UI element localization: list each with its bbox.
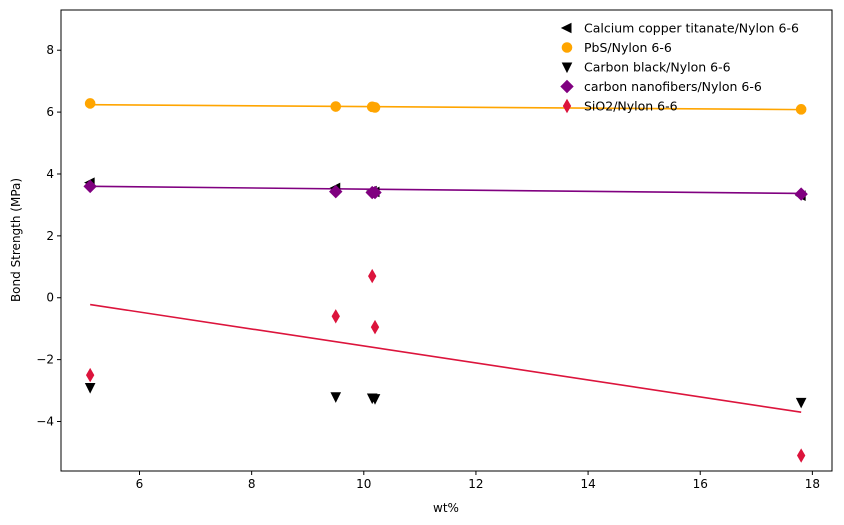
x-tick-label: 10 xyxy=(356,477,371,491)
data-point xyxy=(368,185,382,200)
data-markers xyxy=(83,98,808,463)
fit-line xyxy=(90,185,802,195)
data-point xyxy=(370,319,380,335)
y-tick-label: 4 xyxy=(46,167,54,181)
plot-frame xyxy=(60,9,833,472)
data-point xyxy=(369,102,381,113)
fit-lines xyxy=(90,103,802,414)
data-point xyxy=(795,397,807,409)
x-tick-label: 16 xyxy=(693,477,708,491)
x-tick-label: 12 xyxy=(468,477,483,491)
legend-label: Calcium copper titanate/Nylon 6-6 xyxy=(584,21,799,36)
y-tick-label: 0 xyxy=(46,291,54,305)
x-axis: 6 8 10 12 14 16 18 xyxy=(136,471,820,491)
legend-label: SiO2/Nylon 6-6 xyxy=(584,99,678,114)
data-point xyxy=(330,101,342,112)
legend-label: carbon nanofibers/Nylon 6-6 xyxy=(584,79,762,94)
y-tick-label: 6 xyxy=(46,105,54,119)
y-axis: −4 −2 0 2 4 6 8 xyxy=(36,43,61,428)
legend-label: Carbon black/Nylon 6-6 xyxy=(584,60,731,75)
data-point xyxy=(85,367,95,383)
x-tick-label: 18 xyxy=(805,477,820,491)
y-tick-label: 2 xyxy=(46,229,54,243)
y-tick-label: 8 xyxy=(46,43,54,57)
y-tick-label: −2 xyxy=(36,353,54,367)
legend: Calcium copper titanate/Nylon 6-6 PbS/Nyl… xyxy=(560,21,799,114)
data-point xyxy=(795,104,807,115)
data-point xyxy=(796,448,806,463)
data-point xyxy=(330,392,342,403)
data-point xyxy=(369,394,381,405)
data-point xyxy=(329,184,343,199)
data-point xyxy=(83,179,97,194)
data-point xyxy=(84,382,96,394)
data-point xyxy=(331,309,340,324)
x-axis-label: wt% xyxy=(433,501,459,515)
fit-line xyxy=(90,103,802,111)
y-tick-label: −4 xyxy=(36,414,54,428)
data-point xyxy=(84,98,96,109)
legend-label: PbS/Nylon 6-6 xyxy=(584,40,672,55)
legend-marker xyxy=(561,62,573,74)
x-tick-label: 14 xyxy=(580,477,595,491)
legend-marker xyxy=(561,42,573,53)
x-tick-label: 8 xyxy=(248,477,256,491)
plot-area xyxy=(61,10,832,471)
data-point xyxy=(368,268,377,284)
data-point xyxy=(794,187,808,201)
fit-line xyxy=(90,303,802,414)
legend-marker xyxy=(560,79,574,94)
y-axis-label: Bond Strength (MPa) xyxy=(9,178,23,302)
x-tick-label: 6 xyxy=(136,477,144,491)
legend-marker xyxy=(560,22,572,34)
legend-marker xyxy=(562,98,572,114)
